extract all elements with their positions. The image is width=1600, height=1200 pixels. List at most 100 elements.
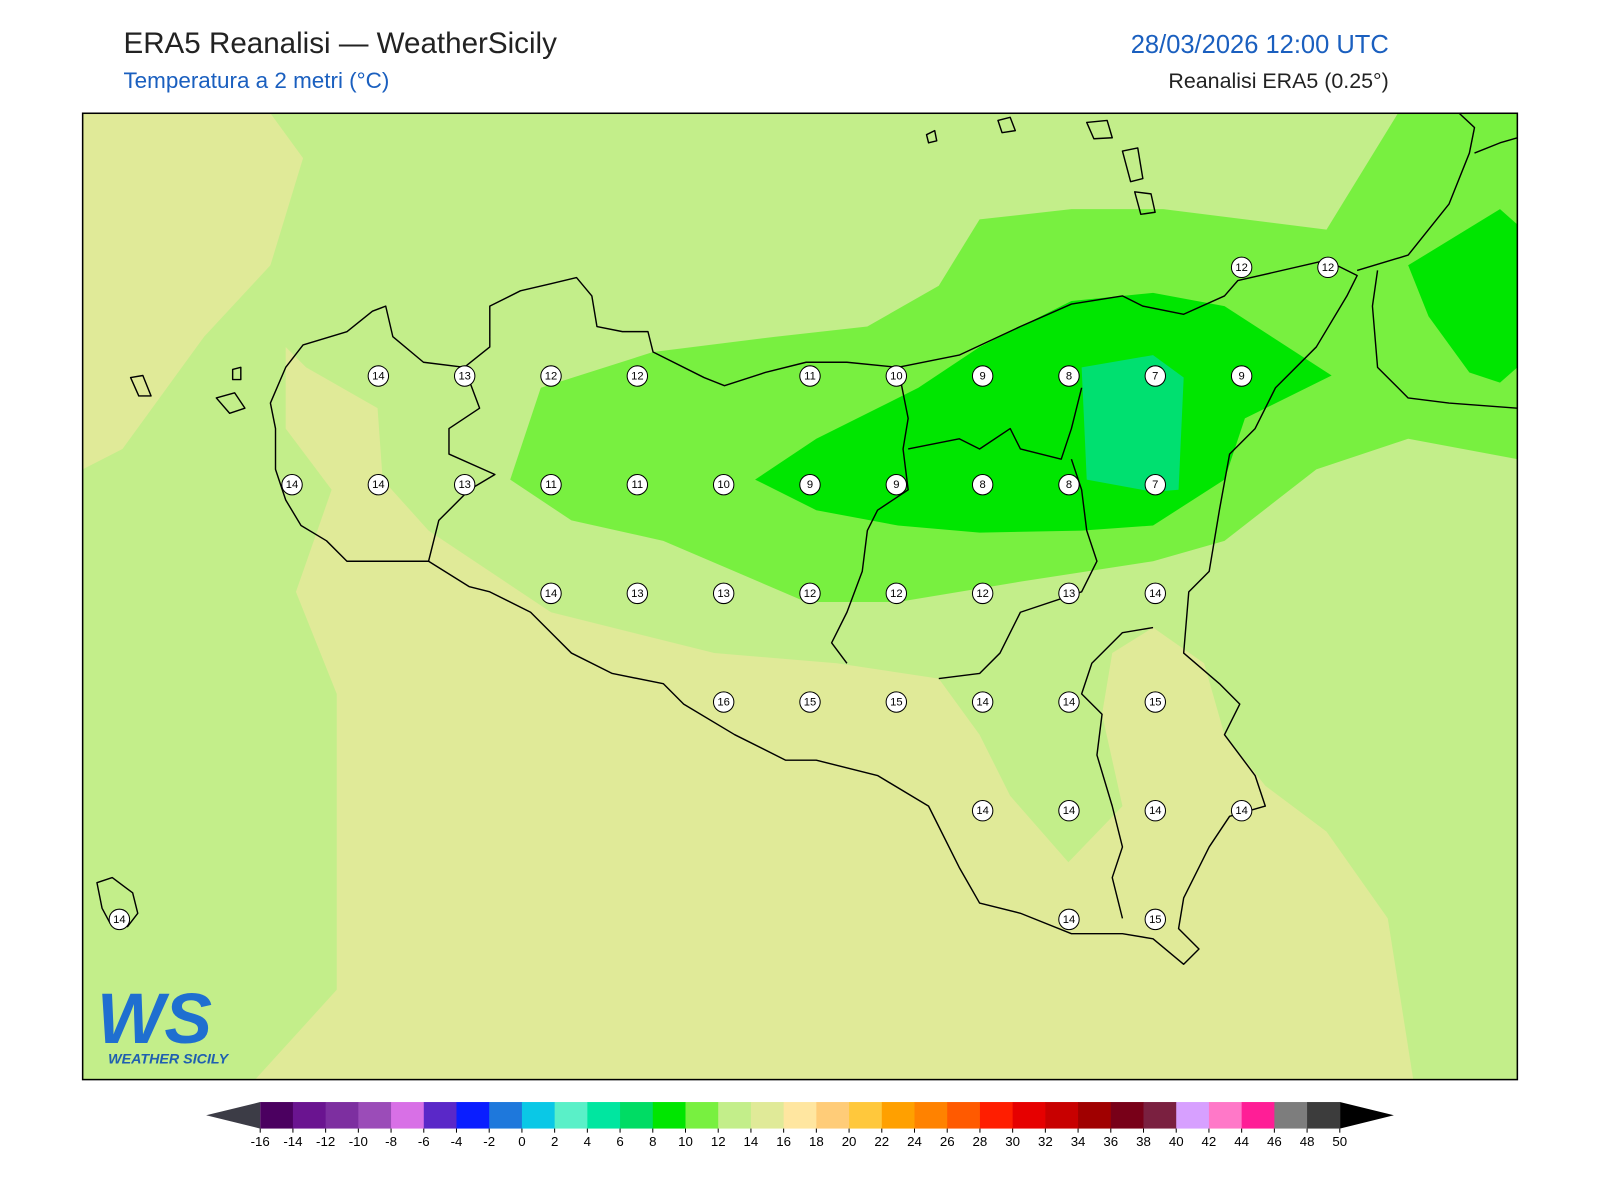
station-value: 9 [893, 479, 899, 491]
station-value: 15 [1149, 697, 1161, 709]
station: 13 [453, 365, 476, 387]
station-value: 14 [1149, 805, 1161, 817]
colorbar-bin [456, 1102, 490, 1129]
colorbar: -16 -14 -12 -10 -8 -6 -4 -2 0 2 4 6 8 10 12 14 16 18 20 22 2… [206, 1102, 1394, 1149]
colorbar-tick-label: 16 [776, 1134, 791, 1149]
station-value: 12 [890, 588, 902, 600]
station-marker [1144, 582, 1167, 605]
station-marker [885, 582, 908, 605]
station-marker [971, 473, 994, 496]
colorbar-tick-label: -14 [283, 1134, 302, 1149]
station-value: 14 [1063, 697, 1075, 709]
station-marker [971, 582, 994, 605]
station: 9 [799, 473, 821, 496]
station: 9 [885, 473, 908, 496]
station: 12 [971, 582, 994, 605]
colorbar-over [1339, 1102, 1394, 1129]
station-marker [1230, 800, 1253, 822]
colorbar-bin [652, 1102, 687, 1129]
colorbar-bin [358, 1102, 392, 1129]
station-value: 12 [976, 588, 988, 600]
station-value: 14 [113, 914, 125, 926]
coastline-calabria [1356, 113, 1518, 409]
station: 14 [1144, 800, 1167, 822]
station: 14 [971, 800, 994, 822]
station: 14 [1230, 800, 1253, 822]
colorbar-bin [1241, 1102, 1275, 1129]
station-value: 15 [890, 697, 902, 709]
station: 13 [453, 473, 476, 496]
station-marker [626, 582, 649, 605]
station-marker [885, 365, 908, 387]
station-marker [799, 582, 821, 605]
colorbar-bin [292, 1102, 327, 1129]
station-marker [1144, 691, 1167, 713]
station-value: 12 [631, 371, 643, 383]
station: 11 [626, 473, 649, 496]
colorbar-bin [1078, 1102, 1112, 1129]
colorbar-bin [521, 1102, 556, 1129]
station-value: 12 [804, 588, 816, 600]
field-14-16 [82, 113, 304, 470]
station: 14 [367, 365, 390, 387]
colorbar-bin [1176, 1102, 1210, 1129]
border [427, 367, 1154, 919]
island [96, 116, 1156, 928]
colorbar-tick-label: 32 [1038, 1134, 1053, 1149]
station-marker [626, 365, 649, 387]
station-marker [1230, 256, 1253, 279]
station-marker [885, 473, 908, 496]
station-marker [1058, 365, 1080, 387]
station-marker [108, 908, 131, 931]
station-marker [1058, 908, 1080, 931]
colorbar-tick-label: -4 [451, 1134, 463, 1149]
station-value: 16 [717, 697, 729, 709]
colorbar-tick-label: 8 [649, 1134, 656, 1149]
station-value: 14 [1063, 914, 1075, 926]
colorbar-bin [423, 1102, 458, 1129]
station: 8 [1058, 473, 1080, 496]
station-value: 10 [717, 479, 729, 491]
colorbar-bin [685, 1102, 719, 1129]
station-marker [799, 473, 821, 496]
station-marker [540, 365, 562, 387]
station-value: 15 [804, 697, 816, 709]
station-marker [1058, 473, 1080, 496]
station-marker [1144, 473, 1167, 496]
station-value: 10 [890, 371, 902, 383]
colorbar-bin [816, 1102, 850, 1129]
station-marker [1058, 582, 1080, 605]
station: 9 [1230, 365, 1253, 387]
colorbar-tick-label: 12 [711, 1134, 726, 1149]
station-value: 11 [632, 479, 644, 491]
colorbar-under [206, 1102, 261, 1129]
station-marker [281, 473, 303, 496]
station-marker [712, 691, 735, 713]
station: 8 [971, 473, 994, 496]
station-marker [540, 582, 562, 605]
colorbar-tick-label: -8 [385, 1134, 397, 1149]
title: ERA5 Reanalisi — WeatherSicily [123, 27, 557, 60]
station-value: 13 [631, 588, 643, 600]
station-value: 8 [980, 479, 986, 491]
station-marker [971, 365, 994, 387]
station: 14 [1058, 800, 1080, 822]
colorbar-tick-label: 6 [616, 1134, 623, 1149]
station-value: 15 [1149, 914, 1161, 926]
colorbar-tick-label: 36 [1103, 1134, 1118, 1149]
station-value: 11 [545, 479, 557, 491]
station-value: 14 [1063, 805, 1075, 817]
station-marker [1058, 691, 1080, 713]
colorbar-tick-label: 2 [551, 1134, 558, 1149]
station: 15 [1144, 908, 1167, 931]
station-marker [540, 473, 562, 496]
colorbar-tick-label: 30 [1005, 1134, 1020, 1149]
station-marker [453, 473, 476, 496]
station: 14 [1058, 691, 1080, 713]
colorbar-tick-label: 40 [1169, 1134, 1184, 1149]
station-value: 9 [980, 371, 986, 383]
station-value: 9 [807, 479, 813, 491]
station-value: 12 [1322, 262, 1334, 274]
station-marker [971, 691, 994, 713]
